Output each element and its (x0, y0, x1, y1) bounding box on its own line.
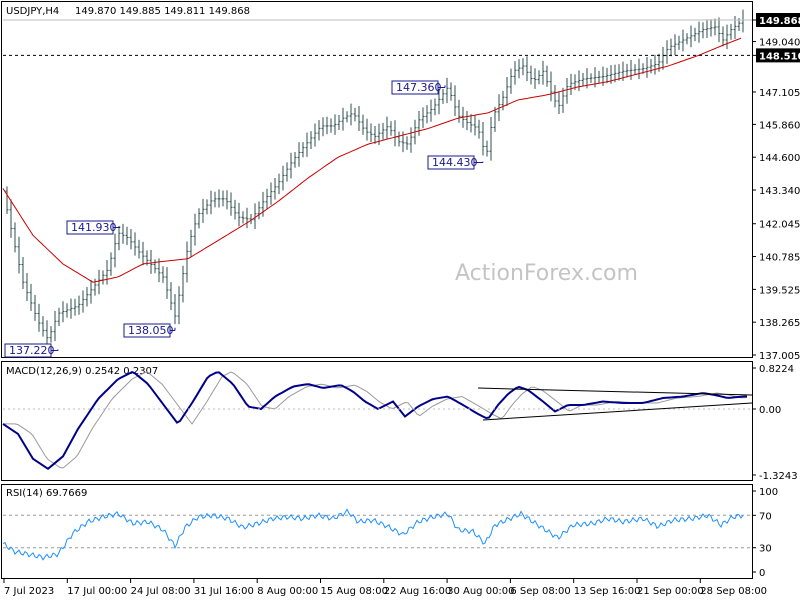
time-tick-label: 30 Aug 00:00 (447, 586, 514, 597)
macd-trendline (482, 402, 753, 421)
time-tick-label: 24 Jul 08:00 (131, 586, 191, 597)
time-tick-label: 13 Sep 16:00 (574, 586, 641, 597)
price-tick-label: 139.525 (759, 285, 800, 296)
axes: 149.868 149.040 148.510 147.105 145.860 144.6… (3, 13, 800, 597)
macd-trendline (477, 387, 753, 396)
macd-tick-label: -1.3243 (759, 471, 798, 482)
rsi-line (2, 508, 744, 561)
time-tick-label: 17 Jul 00:00 (67, 586, 127, 597)
macd-signal-line (3, 371, 748, 469)
callout-label: 138.050 (128, 324, 174, 337)
price-tick-label: 145.860 (759, 120, 800, 131)
price-tick-label: 143.340 (759, 186, 800, 197)
macd-tick-label: 0.00 (759, 405, 781, 416)
time-tick-label: 8 Aug 00:00 (257, 586, 318, 597)
rsi-panel-frame (1, 484, 753, 579)
time-tick-label: 31 Jul 16:00 (194, 586, 254, 597)
price-tick-label: 144.600 (759, 153, 800, 164)
ohlc-values: 149.870 149.885 149.811 149.868 (75, 6, 250, 17)
price-tick-label: 140.785 (759, 253, 800, 264)
time-tick-label: 21 Sep 00:00 (637, 586, 704, 597)
price-tick-label: 147.105 (759, 88, 800, 99)
time-tick-label: 6 Sep 08:00 (510, 586, 570, 597)
price-tick-label: 137.005 (759, 351, 800, 362)
rsi-tick-label: 70 (759, 511, 772, 522)
level-tag-bg (756, 48, 800, 63)
time-tick-label: 22 Aug 16:00 (384, 586, 451, 597)
price-tick-label: 138.265 (759, 318, 800, 329)
price-series (5, 9, 745, 347)
overlays: 147.360 144.430 141.930 138.050 137.220 (2, 19, 753, 561)
watermark: ActionForex.com (455, 261, 638, 286)
time-tick-label: 7 Jul 2023 (4, 586, 54, 597)
macd-panel-frame (1, 361, 753, 481)
macd-tick-label: 0.8224 (759, 364, 794, 375)
moving-average-line (2, 37, 742, 283)
time-tick-label: 15 Aug 08:00 (321, 586, 388, 597)
callout-label: 147.360 (396, 81, 442, 94)
rsi-label: RSI(14) 69.7669 (6, 488, 87, 499)
macd-label: MACD(12,26,9) 0.2542 0.2307 (6, 366, 158, 377)
price-panel-frame (1, 1, 753, 358)
rsi-tick-label: 100 (759, 487, 778, 498)
callout-label: 144.430 (432, 156, 478, 169)
price-tick-label: 149.040 (759, 38, 800, 49)
rsi-tick-label: 0 (759, 568, 765, 579)
price-tick-label: 142.045 (759, 220, 800, 231)
symbol-label: USDJPY,H4 (6, 6, 59, 17)
level-tag-text: 148.510 (759, 51, 800, 62)
current-price-tag-text: 149.868 (759, 16, 800, 27)
callout-label: 141.930 (71, 221, 117, 234)
macd-line (2, 371, 747, 471)
time-tick-label: 28 Sep 08:00 (700, 586, 767, 597)
current-price-tag-bg (756, 13, 800, 27)
callout-label: 137.220 (9, 344, 55, 357)
rsi-tick-label: 30 (759, 544, 772, 555)
